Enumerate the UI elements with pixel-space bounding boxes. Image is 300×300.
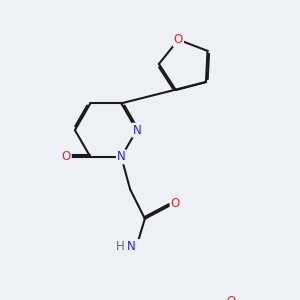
Text: O: O [171, 197, 180, 211]
Text: H: H [116, 240, 124, 253]
Text: N: N [117, 150, 126, 164]
Text: N: N [132, 124, 141, 136]
Text: N: N [127, 240, 136, 253]
Text: O: O [61, 150, 71, 164]
Text: O: O [174, 33, 183, 46]
Text: O: O [226, 295, 236, 300]
